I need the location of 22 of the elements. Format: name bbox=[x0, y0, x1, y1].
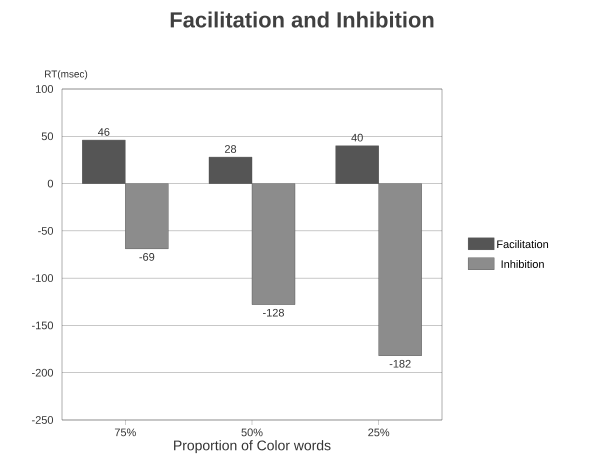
y-tick-label: -150 bbox=[32, 322, 54, 330]
data-label: -182 bbox=[390, 360, 411, 368]
y-axis-title: RT(msec) bbox=[45, 70, 88, 80]
y-tick-label: 50 bbox=[42, 132, 54, 140]
y-tick-label: -200 bbox=[32, 368, 54, 377]
legend-label: Facilitation bbox=[497, 240, 548, 248]
y-tick-label: -100 bbox=[32, 274, 54, 282]
legend-label: Inhibition bbox=[502, 260, 544, 268]
y-tick-label: 0 bbox=[48, 180, 54, 188]
data-label: 28 bbox=[224, 145, 236, 153]
data-label: 40 bbox=[351, 134, 363, 142]
x-axis-title: Proportion of Color words bbox=[174, 440, 331, 454]
data-label: 46 bbox=[98, 128, 110, 136]
y-tick-label: -50 bbox=[38, 226, 54, 235]
y-tick-label: 100 bbox=[36, 85, 54, 93]
data-label: -128 bbox=[263, 308, 284, 317]
chart-title: Facilitation and Inhibition bbox=[170, 12, 434, 28]
x-tick-label: 75% bbox=[114, 428, 136, 436]
x-tick-label: 50% bbox=[241, 428, 263, 436]
data-label: -69 bbox=[139, 253, 154, 261]
x-tick-label: 25% bbox=[368, 428, 390, 436]
y-tick-label: -250 bbox=[32, 416, 54, 424]
